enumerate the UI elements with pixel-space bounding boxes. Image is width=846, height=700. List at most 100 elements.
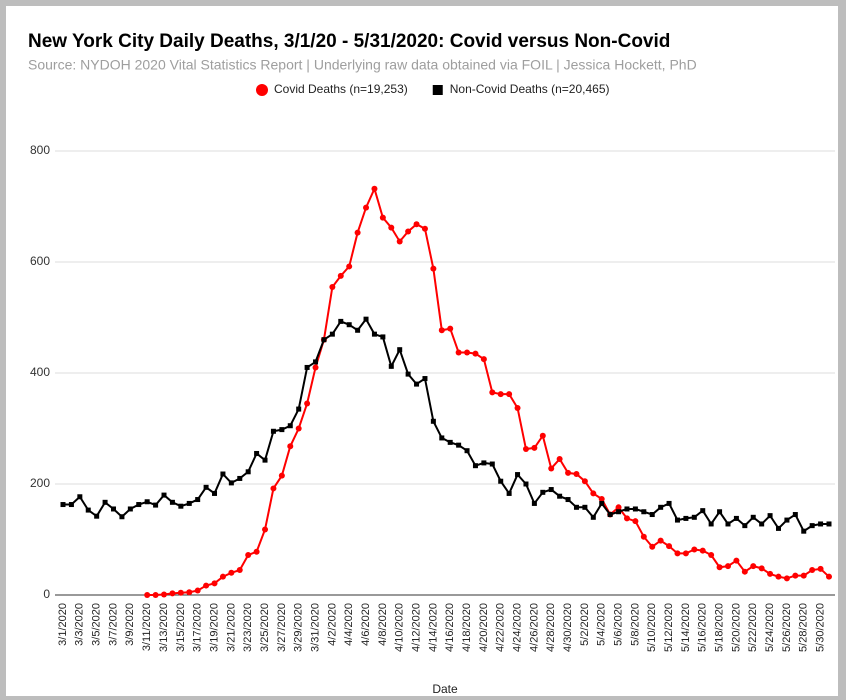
- x-tick-label: 3/23/2020: [242, 603, 254, 652]
- data-point: [178, 503, 184, 509]
- data-point: [573, 504, 579, 510]
- data-point: [741, 568, 748, 575]
- data-point: [792, 572, 799, 579]
- x-tick-label: 3/31/2020: [309, 603, 321, 652]
- data-point: [254, 450, 260, 456]
- data-point: [346, 322, 352, 328]
- x-tick-label: 5/14/2020: [680, 603, 692, 652]
- data-point: [355, 327, 361, 333]
- data-point: [800, 572, 807, 579]
- data-point: [472, 350, 479, 357]
- x-tick-label: 5/12/2020: [663, 603, 675, 652]
- y-tick-label: 800: [30, 143, 50, 157]
- data-point: [531, 500, 537, 506]
- x-tick-label: 4/18/2020: [461, 603, 473, 652]
- y-tick-label: 0: [43, 587, 50, 601]
- chart-subtitle: Source: NYDOH 2020 Vital Statistics Repo…: [28, 57, 697, 73]
- x-tick-label: 4/24/2020: [511, 603, 523, 652]
- x-tick-label: 3/1/2020: [57, 603, 69, 646]
- data-point: [556, 456, 563, 463]
- data-point: [447, 325, 454, 332]
- data-point: [515, 472, 521, 478]
- data-point: [472, 463, 478, 469]
- data-point: [590, 514, 596, 520]
- data-point: [94, 513, 100, 519]
- legend-marker: [432, 85, 443, 95]
- data-point: [329, 283, 336, 290]
- data-point: [270, 428, 276, 434]
- x-axis-title: Date: [432, 682, 458, 696]
- data-point: [573, 471, 580, 478]
- data-point: [144, 592, 151, 598]
- data-point: [565, 497, 571, 503]
- data-point: [236, 567, 243, 574]
- data-point: [724, 563, 731, 570]
- x-tick-label: 3/7/2020: [107, 603, 119, 646]
- data-point: [422, 376, 428, 382]
- x-tick-label: 3/17/2020: [192, 603, 204, 652]
- data-point: [716, 564, 723, 571]
- data-point: [186, 500, 192, 506]
- data-point: [565, 469, 572, 476]
- data-point: [657, 537, 664, 544]
- data-point: [177, 589, 184, 596]
- x-tick-label: 5/16/2020: [697, 603, 709, 652]
- data-point: [337, 272, 344, 279]
- data-point: [775, 573, 782, 580]
- data-point: [262, 526, 269, 533]
- x-tick-label: 3/25/2020: [259, 603, 271, 652]
- data-point: [127, 506, 133, 512]
- x-tick-label: 5/24/2020: [764, 603, 776, 652]
- data-point: [623, 515, 630, 522]
- x-tick-label: 5/10/2020: [646, 603, 658, 652]
- data-point: [674, 550, 681, 557]
- x-tick-label: 4/4/2020: [343, 603, 355, 646]
- data-point: [388, 363, 394, 369]
- data-point: [759, 521, 765, 527]
- data-point: [379, 214, 386, 221]
- data-point: [270, 485, 277, 492]
- x-tick-label: 5/8/2020: [629, 603, 641, 646]
- data-point: [296, 406, 302, 412]
- data-point: [784, 517, 790, 523]
- data-point: [152, 592, 159, 598]
- data-point: [161, 492, 167, 498]
- data-point: [717, 509, 723, 515]
- x-tick-label: 4/30/2020: [562, 603, 574, 652]
- data-point: [371, 331, 377, 337]
- data-point: [640, 533, 647, 540]
- data-point: [253, 548, 260, 555]
- data-point: [480, 356, 487, 363]
- data-point: [523, 481, 529, 487]
- data-point: [497, 391, 504, 398]
- data-point: [531, 444, 538, 451]
- data-point: [278, 472, 285, 479]
- data-point: [826, 573, 832, 580]
- data-point: [396, 238, 403, 245]
- data-point: [102, 499, 108, 505]
- x-tick-label: 5/2/2020: [579, 603, 591, 646]
- data-point: [153, 502, 159, 508]
- data-point: [371, 185, 378, 192]
- data-point: [287, 423, 293, 429]
- data-point: [691, 514, 697, 520]
- data-point: [666, 543, 673, 550]
- data-point: [388, 224, 395, 231]
- data-point: [439, 435, 445, 441]
- x-tick-label: 4/20/2020: [478, 603, 490, 652]
- y-tick-label: 400: [30, 365, 50, 379]
- data-point: [767, 513, 773, 519]
- data-point: [632, 518, 639, 525]
- data-point: [792, 512, 798, 518]
- data-point: [228, 569, 235, 576]
- data-point: [632, 506, 638, 512]
- data-point: [380, 334, 386, 340]
- data-point: [649, 512, 655, 518]
- data-point: [430, 418, 436, 424]
- data-point: [758, 565, 765, 572]
- data-point: [211, 580, 218, 587]
- data-point: [304, 364, 310, 370]
- data-point: [725, 521, 731, 527]
- x-tick-label: 5/28/2020: [798, 603, 810, 652]
- data-point: [321, 337, 327, 343]
